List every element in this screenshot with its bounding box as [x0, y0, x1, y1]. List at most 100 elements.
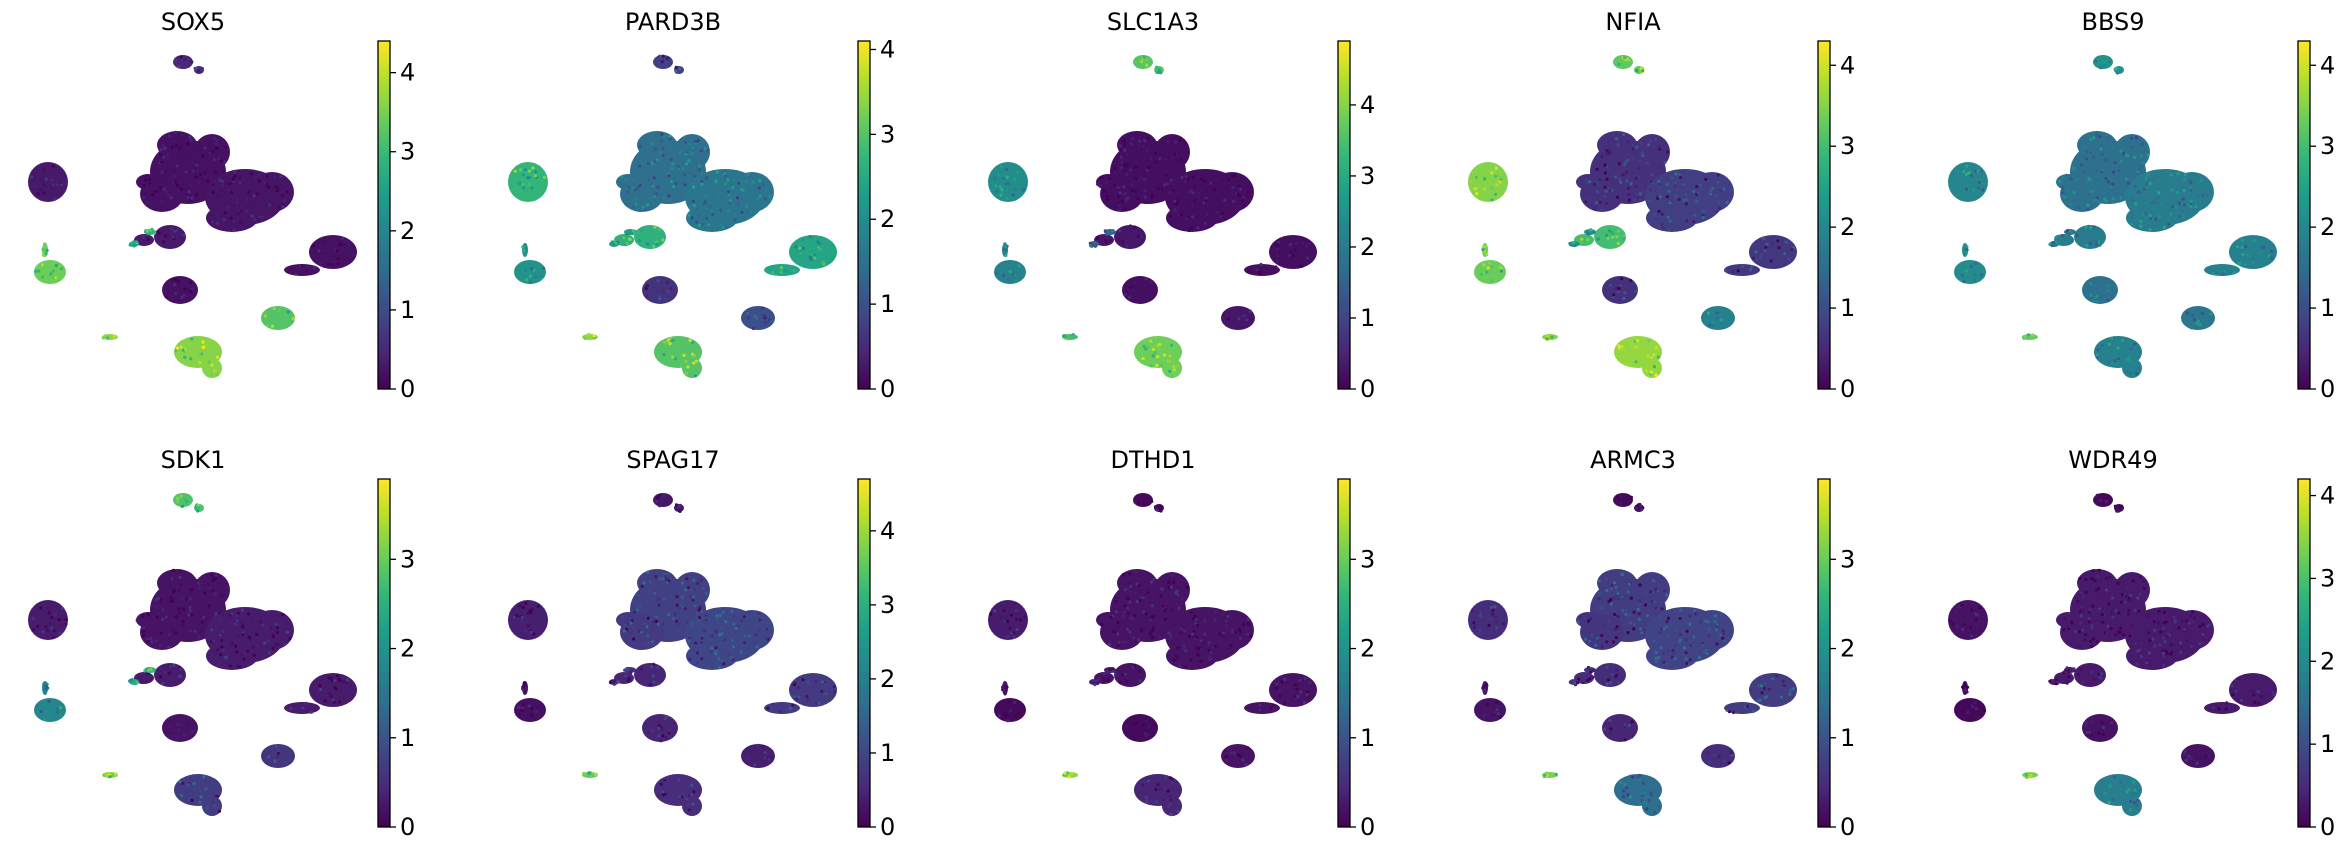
cluster-small-center — [614, 225, 666, 249]
cell-point — [105, 336, 110, 340]
cell-point — [177, 607, 181, 611]
cluster-top — [1613, 55, 1645, 74]
cell-point — [534, 170, 538, 174]
cell-point — [1293, 695, 1297, 699]
cell-point — [1704, 177, 1708, 181]
cell-point — [1011, 272, 1016, 276]
cell-point — [1717, 206, 1722, 210]
colorbar-tick-label: 3 — [400, 545, 415, 573]
cell-point — [2101, 620, 2105, 624]
cell-point — [1140, 629, 1144, 633]
cell-point — [327, 691, 331, 696]
cell-point — [1159, 71, 1163, 75]
colorbar-tick-label: 0 — [880, 813, 895, 841]
cell-point — [2251, 257, 2255, 261]
cell-point — [1970, 634, 1974, 638]
cell-point — [1131, 665, 1135, 669]
cell-point — [2240, 698, 2244, 702]
cell-point — [1149, 339, 1153, 343]
cell-point — [1154, 160, 1158, 164]
cell-point — [1130, 616, 1134, 620]
cell-point — [1125, 290, 1129, 294]
cell-point — [211, 583, 215, 587]
cell-point — [766, 706, 770, 710]
cell-point — [1964, 269, 1968, 273]
cell-point — [1496, 705, 1500, 709]
cell-point — [179, 55, 183, 59]
cluster-body — [1474, 698, 1506, 722]
cell-point — [50, 178, 54, 182]
cell-point — [2182, 203, 2187, 207]
cell-point — [43, 171, 47, 175]
cell-point — [1477, 175, 1481, 179]
cell-point — [1095, 236, 1100, 240]
cell-point — [250, 214, 254, 218]
cell-point — [530, 186, 534, 190]
cell-point — [330, 262, 335, 266]
cell-point — [1156, 187, 1160, 191]
cell-point — [2211, 271, 2215, 276]
cell-point — [2106, 298, 2110, 302]
cluster-body — [789, 235, 837, 269]
cell-point — [1138, 669, 1142, 673]
cell-point — [183, 57, 187, 61]
cluster-body — [686, 204, 738, 232]
cell-point — [145, 174, 149, 178]
cell-point — [657, 227, 662, 231]
cell-point — [739, 650, 743, 654]
cell-point — [205, 806, 209, 811]
cell-point — [1004, 711, 1008, 715]
cell-point — [1241, 199, 1245, 203]
cluster-left-upper — [1468, 162, 1508, 202]
cell-point — [1709, 192, 1713, 196]
cell-point — [2094, 198, 2098, 202]
cell-point — [716, 196, 720, 200]
cell-point — [1119, 155, 1124, 159]
cell-point — [1602, 682, 1606, 686]
cell-point — [658, 577, 662, 581]
cell-point — [1137, 286, 1141, 290]
cell-point — [517, 705, 521, 709]
cluster-bottom-right — [741, 306, 775, 331]
cell-point — [2139, 154, 2143, 158]
cell-point — [629, 679, 633, 683]
cell-point — [271, 634, 275, 638]
cell-point — [1289, 251, 1293, 255]
cluster-body — [1117, 131, 1157, 159]
cell-point — [661, 153, 665, 157]
cell-point — [650, 728, 654, 733]
cluster-body — [1133, 493, 1153, 507]
cell-point — [2113, 161, 2117, 165]
cell-point — [1706, 311, 1711, 315]
cluster-spokes — [128, 667, 156, 685]
cell-point — [1668, 201, 1672, 205]
cell-point — [177, 146, 182, 150]
cell-point — [1182, 141, 1186, 145]
cell-point — [1096, 681, 1100, 686]
cell-point — [1213, 610, 1217, 614]
cell-point — [1123, 206, 1127, 210]
cell-point — [256, 192, 260, 196]
cell-point — [180, 504, 184, 508]
cell-point — [1003, 692, 1007, 696]
cell-point — [1502, 613, 1506, 617]
cell-point — [54, 276, 58, 280]
cell-point — [1637, 801, 1641, 805]
cell-point — [1205, 212, 1209, 216]
cell-point — [1484, 712, 1488, 717]
cell-point — [1145, 58, 1149, 62]
cell-point — [1116, 632, 1120, 636]
cell-point — [1605, 152, 1609, 156]
cell-point — [2131, 579, 2135, 583]
cell-point — [657, 597, 661, 601]
cell-point — [761, 183, 766, 187]
cell-point — [764, 636, 768, 640]
cell-point — [200, 67, 204, 71]
cell-point — [2231, 693, 2235, 697]
cell-point — [309, 710, 313, 714]
cell-point — [703, 194, 707, 198]
cell-point — [2096, 200, 2101, 204]
colorbar-tick-label: 3 — [1840, 132, 1855, 160]
cell-point — [2177, 626, 2181, 630]
cluster-body — [162, 714, 198, 742]
